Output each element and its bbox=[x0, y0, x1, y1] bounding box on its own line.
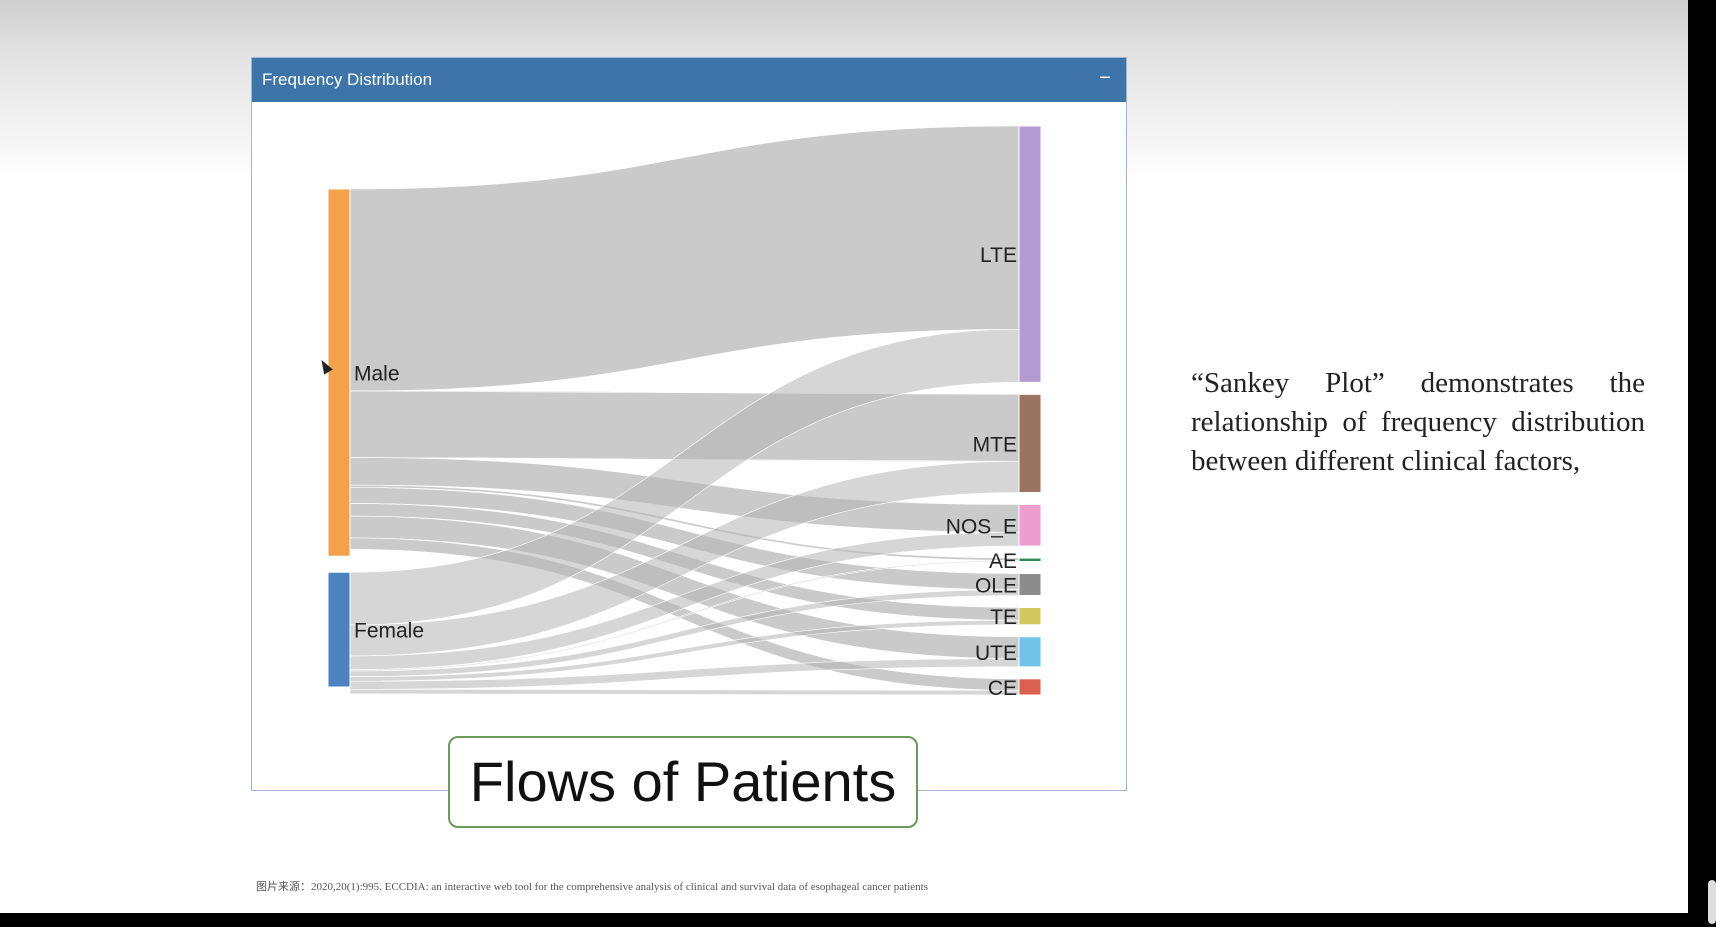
sankey-node-female[interactable] bbox=[327, 571, 351, 688]
slide-background: Frequency Distribution − Male Female LTE MT… bbox=[0, 0, 1688, 913]
minimize-button[interactable]: − bbox=[1099, 67, 1111, 89]
sankey-node-male[interactable] bbox=[327, 188, 351, 557]
slide-description: “Sankey Plot” demonstrates the relations… bbox=[1191, 367, 1645, 477]
sankey-node-label-female: Female bbox=[354, 620, 424, 643]
frequency-distribution-panel: Frequency Distribution − Male Female LTE MT… bbox=[251, 57, 1127, 791]
panel-title: Frequency Distribution bbox=[262, 70, 433, 89]
sankey-node-label-lte: LTE bbox=[980, 244, 1017, 267]
sankey-link-female-ce[interactable] bbox=[349, 688, 1020, 696]
sankey-node-ce[interactable] bbox=[1018, 678, 1042, 696]
sankey-node-nos-e[interactable] bbox=[1018, 504, 1042, 547]
citation-footnote: 图片来源：2020,20(1):995. ECCDIA: an interact… bbox=[256, 881, 929, 893]
sankey-node-label-ae: AE bbox=[989, 550, 1017, 573]
sankey-node-ute[interactable] bbox=[1018, 636, 1042, 668]
sankey-node-label-nos-e: NOS_E bbox=[946, 515, 1017, 538]
sankey-node-label-male: Male bbox=[354, 363, 400, 386]
sankey-node-label-ole: OLE bbox=[975, 575, 1017, 598]
sankey-node-label-te: TE bbox=[990, 606, 1017, 629]
sankey-node-mte[interactable] bbox=[1018, 393, 1042, 494]
sankey-node-te[interactable] bbox=[1018, 606, 1042, 626]
sankey-links bbox=[349, 125, 1020, 696]
sankey-node-ole[interactable] bbox=[1018, 573, 1042, 596]
window-edge-handle bbox=[1708, 880, 1716, 924]
sankey-node-lte[interactable] bbox=[1018, 125, 1042, 383]
sankey-node-label-ce: CE bbox=[988, 677, 1017, 700]
panel-header: Frequency Distribution − bbox=[252, 58, 1126, 102]
sankey-node-label-ute: UTE bbox=[975, 642, 1017, 665]
flows-of-patients-label: Flows of Patients bbox=[448, 736, 918, 828]
sankey-node-ae[interactable] bbox=[1018, 557, 1042, 563]
video-caption-overlay bbox=[0, 0, 420, 56]
sankey-node-label-mte: MTE bbox=[973, 433, 1017, 456]
